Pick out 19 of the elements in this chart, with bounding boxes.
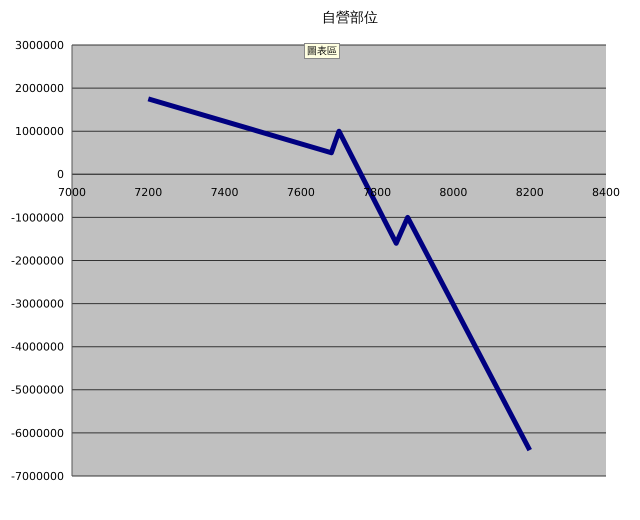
y-tick-label: -4000000 <box>11 340 64 354</box>
x-tick-label: 7200 <box>134 186 162 199</box>
x-tick-label: 8200 <box>516 186 544 199</box>
x-tick-label: 7400 <box>210 186 239 199</box>
annotation: 圖表區 <box>304 43 340 59</box>
y-tick-label: 0 <box>57 168 64 182</box>
chart-title: 自營部位 <box>321 9 379 28</box>
y-tick-label: -5000000 <box>11 384 64 397</box>
y-tick-label: 1000000 <box>15 125 64 138</box>
y-tick-label: 3000000 <box>15 38 64 52</box>
x-tick-label: 8400 <box>592 186 620 199</box>
y-tick-label: -2000000 <box>11 254 64 268</box>
y-tick-label: 2000000 <box>15 82 64 96</box>
y-tick-label: -3000000 <box>11 298 64 311</box>
y-tick-label: -6000000 <box>11 426 64 440</box>
x-tick-label: 8000 <box>439 186 468 199</box>
x-tick-label: 7600 <box>286 186 315 199</box>
y-tick-label: -1000000 <box>11 211 64 224</box>
y-tick-label: -7000000 <box>11 470 64 483</box>
